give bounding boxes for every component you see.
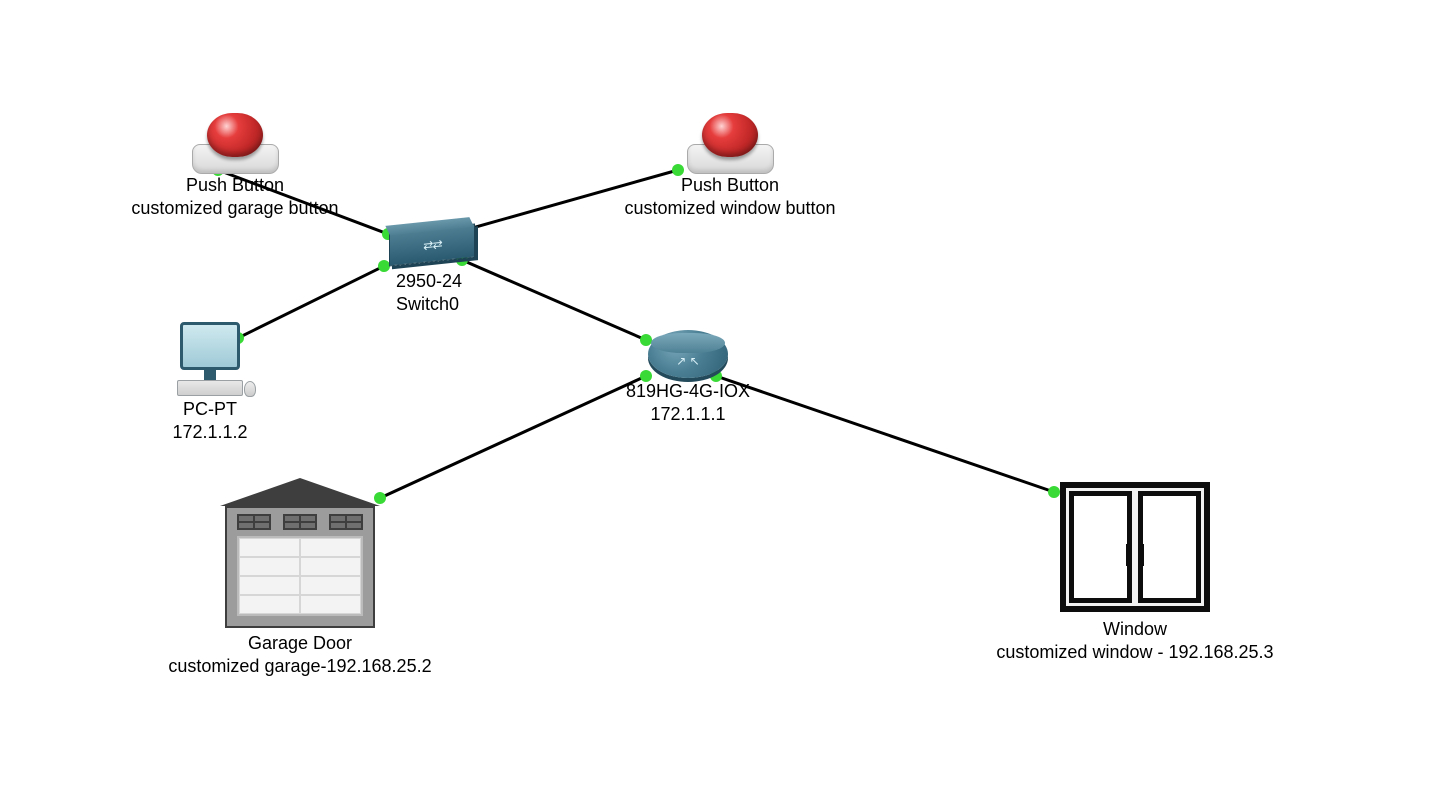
device-label: 819HG-4G-IOX [618, 380, 758, 403]
device-router[interactable]: ↘ ↙↗ ↖ 819HG-4G-IOX 172.1.1.1 [618, 330, 758, 425]
device-push-button-window[interactable]: Push Button customized window button [610, 108, 850, 219]
push-button-icon [687, 144, 774, 174]
pc-icon [180, 322, 240, 370]
push-button-icon [192, 144, 279, 174]
link-line[interactable] [716, 376, 1054, 492]
device-sublabel: customized window button [610, 197, 850, 220]
window-icon [1060, 482, 1210, 612]
device-label: Push Button [120, 174, 350, 197]
device-sublabel: 172.1.1.2 [160, 421, 260, 444]
device-label: PC-PT [160, 398, 260, 421]
device-label: Garage Door [130, 632, 470, 655]
topology-canvas: Push Button customized garage button Pus… [0, 0, 1434, 792]
device-window[interactable]: Window customized window - 192.168.25.3 [970, 482, 1300, 663]
device-sublabel: customized garage button [120, 197, 350, 220]
device-label: Push Button [610, 174, 850, 197]
device-garage-door[interactable]: Garage Door customized garage-192.168.25… [130, 478, 470, 677]
device-sublabel: 172.1.1.1 [618, 403, 758, 426]
garage-icon [225, 478, 375, 628]
device-sublabel: customized window - 192.168.25.3 [970, 641, 1300, 664]
router-icon: ↘ ↙↗ ↖ [648, 330, 728, 378]
device-label: Window [970, 618, 1300, 641]
switch-icon: ⇄ ⇄ [389, 223, 475, 266]
device-label: 2950-24 [396, 270, 492, 293]
device-sublabel: Switch0 [396, 293, 492, 316]
device-push-button-garage[interactable]: Push Button customized garage button [120, 108, 350, 219]
device-sublabel: customized garage-192.168.25.2 [130, 655, 470, 678]
device-switch[interactable]: ⇄ ⇄ 2950-24 Switch0 [372, 228, 492, 315]
device-pc[interactable]: PC-PT 172.1.1.2 [160, 322, 260, 443]
